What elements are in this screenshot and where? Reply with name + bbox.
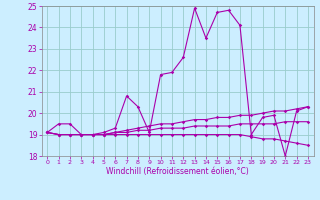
X-axis label: Windchill (Refroidissement éolien,°C): Windchill (Refroidissement éolien,°C) [106,167,249,176]
